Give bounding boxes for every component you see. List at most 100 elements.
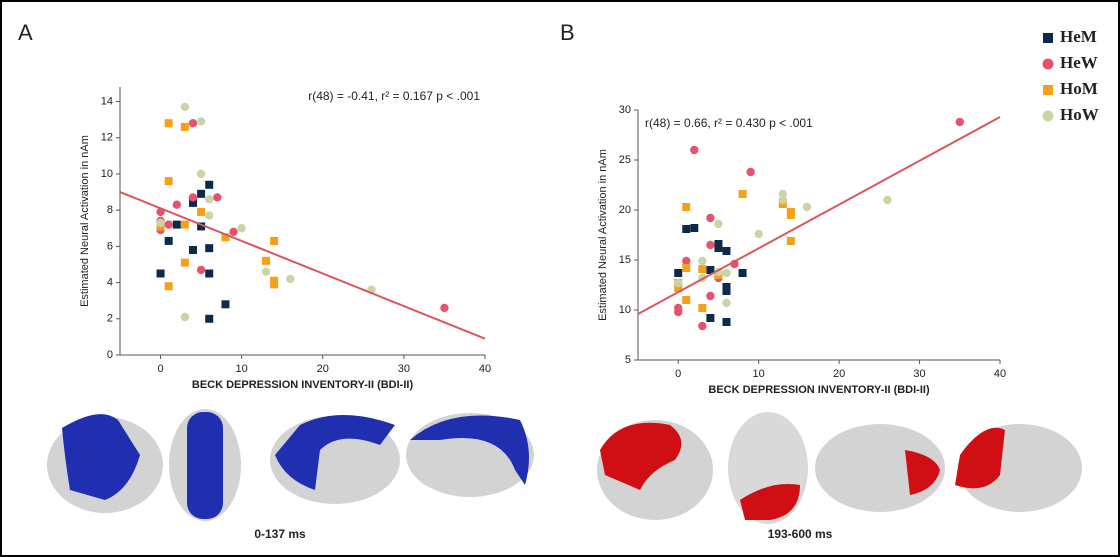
point (188, 119, 198, 128)
point (674, 269, 683, 277)
point (786, 211, 795, 219)
trend-line (119, 191, 486, 340)
caption: 0-137 ms (254, 527, 306, 541)
point (738, 269, 747, 277)
y-tick-label: 12 (101, 132, 113, 144)
y-tick-label: 6 (107, 240, 113, 252)
point (237, 224, 246, 233)
point (172, 200, 181, 209)
point (714, 244, 723, 252)
legend-label: HoW (1060, 105, 1099, 124)
point (270, 280, 279, 289)
y-tick-label: 8 (107, 204, 113, 216)
x-tick-label: 40 (479, 363, 491, 375)
x-tick-label: 30 (398, 363, 410, 375)
trend-line (637, 116, 1001, 315)
point (196, 265, 206, 275)
point (706, 314, 715, 322)
x-tick-label: 30 (913, 368, 925, 380)
point (180, 312, 190, 322)
y-tick-label: 15 (619, 254, 631, 266)
point (205, 269, 214, 278)
point (754, 229, 763, 239)
point (196, 117, 206, 126)
y-axis-label: Estimated Neural Activation in nAm (597, 149, 609, 321)
point (156, 269, 165, 278)
y-tick-label: 30 (619, 104, 631, 116)
point (698, 321, 707, 331)
y-tick-label: 20 (619, 204, 631, 216)
legend-marker (1043, 33, 1053, 43)
y-tick-label: 0 (107, 349, 113, 361)
point (802, 202, 812, 212)
series (674, 224, 747, 326)
point (682, 296, 691, 304)
point (698, 304, 707, 312)
point (682, 256, 691, 266)
point (164, 282, 173, 291)
point (205, 314, 214, 323)
annotation: r(48) = 0.66, r² = 0.430 p < .001 (645, 116, 813, 130)
x-axis-label: BECK DEPRESSION INVENTORY-II (BDI-II) (708, 384, 930, 396)
point (189, 245, 197, 254)
x-tick-label: 10 (753, 368, 765, 380)
series (674, 117, 964, 331)
panel-label: A (18, 20, 33, 45)
point (156, 218, 165, 228)
caption: 193-600 ms (768, 527, 833, 541)
point (197, 189, 206, 198)
x-tick-label: 20 (833, 368, 845, 380)
legend-label: HeW (1060, 53, 1098, 72)
point (221, 300, 230, 309)
point (746, 167, 755, 177)
point (180, 122, 189, 131)
series (156, 119, 279, 291)
legend-label: HoM (1060, 79, 1098, 98)
point (786, 237, 795, 245)
point (262, 256, 270, 265)
point (180, 102, 190, 112)
point (690, 224, 699, 232)
point (164, 220, 173, 229)
x-axis-label: BECK DEPRESSION INVENTORY-II (BDI-II) (192, 379, 414, 391)
y-axis-label: Estimated Neural Activation in nAm (79, 135, 91, 307)
series (156, 102, 376, 322)
point (205, 244, 214, 253)
legend-label: HeM (1060, 27, 1097, 46)
y-tick-label: 4 (107, 276, 113, 288)
y-tick-label: 14 (101, 95, 113, 107)
point (722, 318, 731, 326)
point (690, 145, 699, 155)
legend-marker (1042, 110, 1054, 122)
point (164, 236, 173, 245)
point (722, 268, 731, 278)
point (180, 220, 189, 229)
point (706, 291, 715, 301)
point (164, 119, 173, 128)
point (706, 266, 715, 274)
point (196, 169, 206, 179)
x-tick-label: 0 (675, 368, 681, 380)
y-tick-label: 10 (619, 304, 631, 316)
point (883, 195, 892, 205)
point (674, 307, 683, 317)
point (778, 189, 787, 199)
y-tick-label: 2 (107, 313, 113, 325)
x-tick-label: 0 (157, 363, 163, 375)
point (674, 278, 683, 288)
point (682, 264, 691, 272)
point (261, 267, 271, 276)
point (706, 213, 715, 223)
point (674, 284, 683, 292)
point (706, 240, 715, 250)
annotation: r(48) = -0.41, r² = 0.167 p < .001 (308, 89, 480, 103)
brain-images-a (47, 409, 534, 521)
point (698, 265, 707, 273)
point (213, 193, 222, 202)
point (197, 222, 206, 231)
point (714, 219, 723, 229)
x-tick-label: 10 (236, 363, 248, 375)
point (955, 117, 964, 127)
